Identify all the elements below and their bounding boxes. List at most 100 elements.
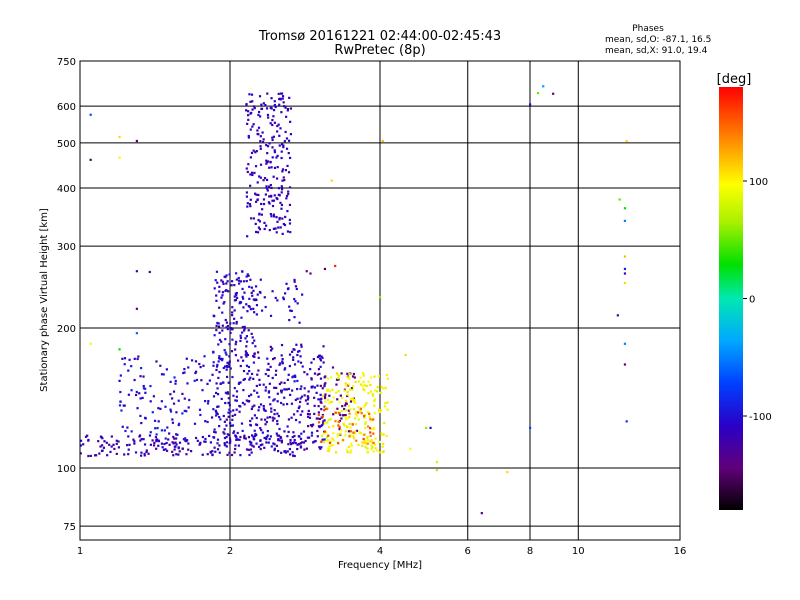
data-point — [320, 434, 323, 437]
data-point — [155, 439, 158, 443]
data-point — [82, 443, 85, 446]
data-point — [194, 436, 198, 440]
data-point — [249, 308, 252, 311]
data-point — [313, 404, 316, 408]
data-point — [186, 382, 189, 385]
data-point — [248, 93, 251, 96]
data-point — [312, 357, 315, 361]
data-point — [127, 453, 130, 456]
data-point — [273, 417, 276, 420]
data-point — [255, 313, 258, 316]
data-point — [321, 438, 324, 441]
data-point — [259, 447, 262, 451]
data-point — [326, 389, 329, 392]
data-point — [172, 454, 175, 457]
data-point — [374, 437, 377, 440]
data-point — [373, 404, 376, 407]
data-point — [171, 418, 174, 421]
data-point — [270, 186, 273, 190]
data-point — [174, 445, 177, 448]
data-point — [218, 415, 221, 419]
data-point — [260, 103, 263, 106]
data-point — [203, 440, 206, 443]
data-point — [291, 350, 294, 353]
data-point — [330, 400, 334, 404]
data-point — [372, 432, 375, 435]
data-point — [224, 401, 227, 405]
data-point — [266, 92, 269, 95]
data-point — [222, 302, 225, 305]
data-point — [142, 375, 145, 378]
data-point — [288, 156, 292, 160]
data-point — [109, 450, 112, 454]
data-point — [348, 372, 351, 376]
data-point — [160, 429, 164, 432]
data-point — [294, 442, 297, 445]
data-point — [144, 417, 147, 420]
data-point — [157, 407, 160, 410]
data-point — [248, 285, 251, 288]
data-point — [293, 363, 297, 366]
data-point — [253, 389, 256, 392]
data-point — [162, 373, 165, 376]
data-point — [323, 396, 327, 400]
data-point — [155, 447, 158, 450]
data-point — [115, 439, 118, 442]
data-point — [307, 396, 310, 399]
data-point — [274, 227, 277, 230]
data-point — [348, 377, 351, 380]
data-point — [271, 146, 274, 149]
data-point — [336, 373, 339, 376]
data-point — [276, 434, 279, 437]
data-point — [265, 187, 269, 190]
data-point — [99, 445, 102, 448]
data-point — [354, 423, 358, 426]
data-point — [188, 398, 191, 402]
data-point — [181, 392, 184, 396]
data-point — [273, 447, 276, 450]
data-point — [138, 392, 141, 395]
data-point — [284, 106, 287, 109]
data-point — [160, 373, 164, 376]
data-point — [280, 343, 284, 347]
data-point — [143, 452, 146, 456]
data-point — [306, 412, 310, 416]
data-point — [316, 435, 319, 438]
data-point — [211, 453, 214, 457]
data-point — [332, 413, 335, 416]
data-point — [289, 231, 292, 234]
data-point — [135, 270, 138, 273]
data-point — [332, 396, 335, 399]
y-tick-label: 200 — [57, 324, 76, 335]
data-point — [241, 295, 244, 298]
data-point — [293, 316, 296, 319]
data-point — [271, 199, 274, 202]
data-point — [248, 394, 251, 398]
data-point — [280, 389, 283, 392]
data-point — [213, 334, 216, 337]
data-point — [282, 176, 285, 179]
data-point — [169, 380, 172, 383]
stats-heading: Phases — [632, 24, 664, 34]
data-point — [204, 440, 207, 443]
data-point — [280, 92, 284, 95]
data-point — [320, 355, 323, 358]
data-point — [347, 404, 351, 408]
data-point — [364, 446, 367, 449]
data-point — [243, 291, 246, 294]
data-point — [365, 402, 368, 405]
data-point — [321, 387, 324, 390]
data-point — [106, 454, 109, 457]
data-point — [253, 404, 256, 407]
data-point — [298, 421, 301, 424]
data-point — [366, 447, 369, 450]
data-point — [269, 314, 273, 317]
data-point — [148, 434, 152, 437]
data-point — [272, 357, 275, 361]
data-point — [265, 441, 268, 444]
data-point — [296, 447, 299, 451]
data-point — [357, 418, 360, 421]
data-point — [253, 171, 256, 175]
data-point — [218, 444, 221, 447]
data-point — [265, 143, 268, 147]
